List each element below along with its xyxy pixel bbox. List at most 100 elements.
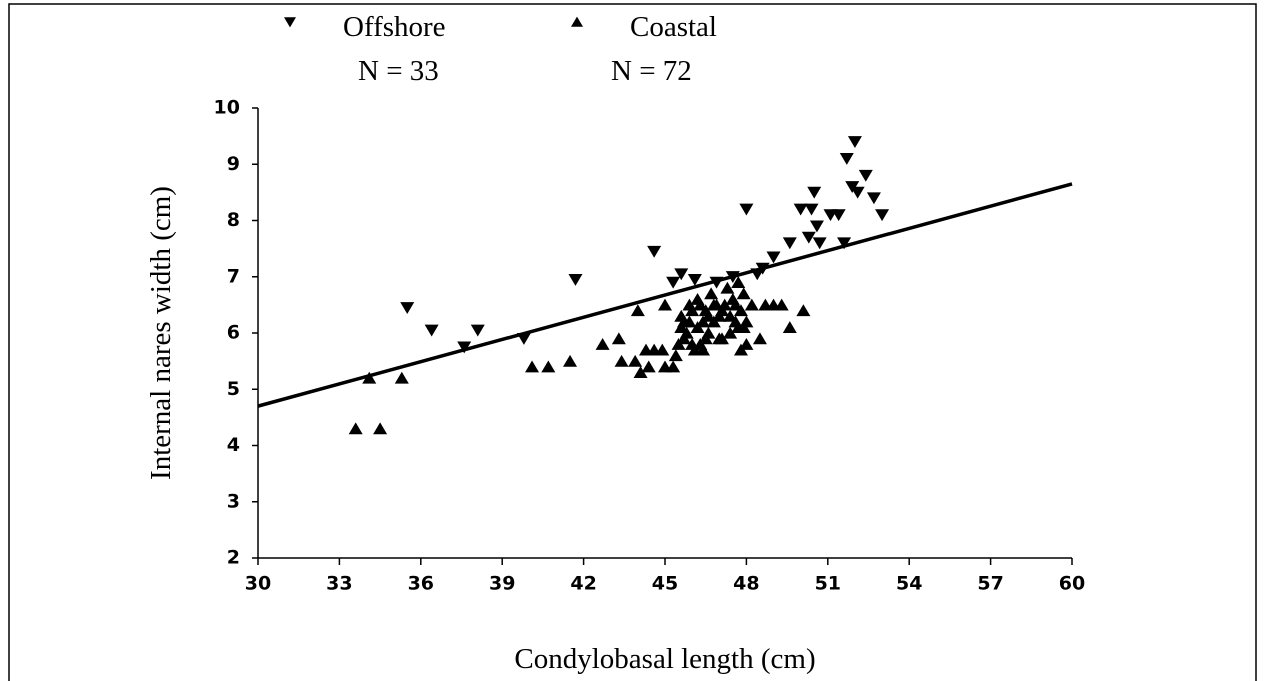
x-tick-label: 39 [489,573,515,595]
y-axis-label: Internal nares width (cm) [145,186,177,480]
point [470,324,485,337]
point [541,360,556,373]
point [793,203,808,216]
point [744,298,759,311]
point [709,276,724,289]
legend-label: Coastal [630,11,717,43]
point [362,371,377,384]
y-tick-label: 8 [227,209,240,231]
point [739,337,754,350]
point [807,186,822,199]
point [394,371,409,384]
point [704,287,719,300]
point [782,321,797,333]
point [755,262,770,275]
point [595,337,610,350]
x-tick-label: 45 [652,573,678,595]
point [739,203,754,216]
point [639,343,654,356]
point [717,298,732,311]
point [866,192,881,205]
point [633,366,648,378]
point [720,281,735,294]
point [796,304,811,317]
legend-marker [571,16,583,27]
point [752,332,767,345]
y-tick-label: 3 [227,490,240,512]
point [706,298,721,311]
point [687,273,702,286]
point [666,276,681,289]
point [831,209,846,222]
point [682,298,697,311]
point [714,332,729,345]
point [875,209,890,222]
x-tick-label: 60 [1059,573,1085,595]
point [568,273,583,286]
point [679,326,694,339]
point [373,422,388,435]
point [809,220,824,233]
x-tick-label: 33 [326,573,352,595]
point [858,169,873,182]
trend-line [257,182,1073,408]
legend-marker [284,17,296,28]
x-tick-label: 36 [408,573,434,595]
point [739,315,754,328]
point [676,315,691,328]
point [723,326,738,339]
y-tick-label: 5 [227,378,240,400]
point [668,349,683,362]
point [728,298,743,311]
x-tick-label: 42 [570,573,596,595]
x-tick-label: 51 [815,573,841,595]
point [736,287,751,300]
point [628,354,643,367]
point [611,332,626,345]
point [850,186,865,199]
x-tick-label: 54 [896,573,922,595]
point [725,271,740,284]
point [847,136,862,149]
x-tick-label: 30 [245,573,271,595]
x-tick-label: 57 [977,573,1003,595]
point [424,324,439,337]
point [348,422,363,435]
point [731,276,746,288]
point [695,343,710,356]
point [457,341,472,354]
point [655,343,670,356]
point [525,360,540,373]
point [674,268,689,281]
point [701,326,716,339]
x-tick-label: 48 [733,573,759,595]
legend-count: N = 72 [611,55,692,87]
y-tick-label: 10 [214,97,240,119]
point [647,245,662,258]
legend-count: N = 33 [358,55,439,87]
point [666,360,681,373]
frame [8,3,1257,681]
y-tick-label: 4 [227,434,240,456]
point [782,237,797,250]
point [630,304,645,317]
point [837,237,852,250]
point [614,354,629,367]
point [774,298,789,311]
point [400,302,415,314]
legend-label: Offshore [343,11,446,43]
point [658,298,672,311]
x-axis-label: Condylobasal length (cm) [514,643,815,675]
point [804,203,819,216]
point [641,360,656,373]
point [563,354,578,367]
y-tick-label: 7 [227,265,240,287]
point [812,237,827,250]
point [801,231,816,244]
point [766,251,781,264]
point [839,153,854,165]
y-tick-label: 2 [227,547,240,569]
point [516,333,531,345]
y-tick-label: 9 [227,153,240,175]
